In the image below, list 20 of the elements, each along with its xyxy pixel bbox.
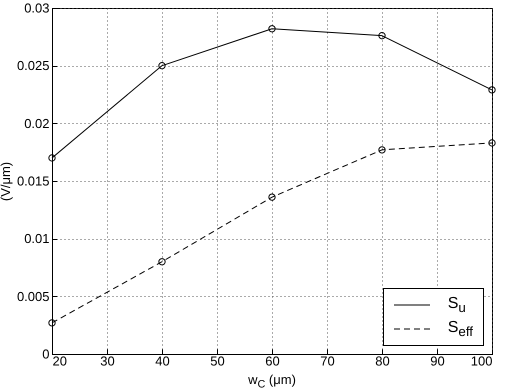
legend-label: S$_{u}$ [448,294,466,316]
y-tick-label: 0.015 [16,174,50,188]
y-tick-label: 0.025 [16,58,50,74]
x-tick-label: 90 [430,354,445,368]
x-tick-label: 80 [375,354,390,368]
y-tick-label: 0.02 [24,116,50,131]
x-axis-title: w$_{C}$ (μm) [247,372,297,391]
x-tick-label: 70 [320,354,335,368]
y-axis-title: (V/μm) [0,162,13,202]
y-tick-label: 0.005 [16,288,50,304]
x-tick-label: 50 [210,354,225,368]
legend-label: S$_{eff}$ [448,318,473,340]
x-tick-label: 40 [155,354,170,368]
x-tick-label: 100 [470,354,492,368]
y-tick-label: 0.01 [24,231,50,246]
x-tick-label: 20 [52,354,67,368]
y-tick-label: 0.03 [24,0,50,16]
x-tick-label: 60 [265,354,280,368]
x-tick-label: 30 [100,354,115,368]
y-tick-label: 0 [42,346,50,362]
